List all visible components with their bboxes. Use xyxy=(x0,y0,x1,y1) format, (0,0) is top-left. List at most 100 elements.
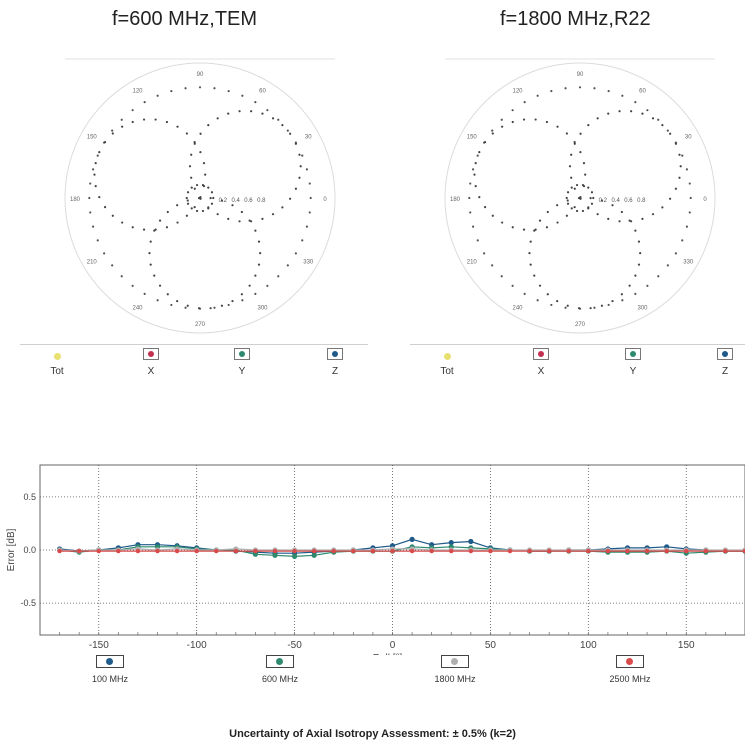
polar-point-z xyxy=(546,293,549,296)
polar-point-tot xyxy=(511,284,514,287)
polar-point-z xyxy=(257,263,261,266)
polar-point-x xyxy=(250,110,253,113)
series-point xyxy=(605,548,611,554)
polar-angle-label: 60 xyxy=(639,89,646,95)
series-point xyxy=(644,548,650,554)
polar-legend-item: Tot xyxy=(422,347,472,377)
x-tick-label: 150 xyxy=(678,640,695,651)
polar-point-z xyxy=(153,274,156,277)
polar-point-tot xyxy=(131,284,134,287)
polar-point-tot xyxy=(213,306,216,309)
polar-point-tot xyxy=(550,303,553,307)
polar-point-tot xyxy=(227,89,230,93)
series-point xyxy=(429,548,434,554)
roll-legend-item: 1800 MHz xyxy=(415,655,495,684)
polar-point-z xyxy=(533,229,536,232)
polar-point-z xyxy=(158,284,162,287)
polar-point-z xyxy=(589,196,592,200)
polar-point-tot xyxy=(305,168,309,171)
polar-point-z xyxy=(186,304,189,307)
series-point xyxy=(409,536,415,542)
polar-point-x xyxy=(190,176,193,179)
polar-point-tot xyxy=(156,299,159,302)
polar-point-tot xyxy=(621,94,624,97)
polar-point-x xyxy=(587,124,590,127)
polar-legend-rule xyxy=(410,344,745,345)
polar-point-y xyxy=(154,118,157,121)
polar-point-center xyxy=(186,191,190,194)
polar-angle-label: 300 xyxy=(257,305,268,311)
legend-label: Z xyxy=(721,366,729,377)
polar-point-z xyxy=(176,299,179,303)
polar-point-y xyxy=(556,125,559,128)
series-point xyxy=(409,548,415,554)
series-point xyxy=(625,548,630,554)
polar-point-center xyxy=(575,183,579,187)
polar-point-center xyxy=(207,207,210,210)
polar-point-center xyxy=(195,183,199,187)
polar-point-y xyxy=(131,226,134,229)
polar-point-tot xyxy=(471,225,475,228)
polar-point-tot xyxy=(634,292,637,295)
polar-legend-item: Z xyxy=(700,347,745,377)
polar-point-x xyxy=(568,165,572,168)
polar-point-tot xyxy=(688,211,691,214)
polar-point-center xyxy=(190,186,193,189)
polar-point-tot xyxy=(523,292,526,295)
polar-point-tot xyxy=(607,89,610,93)
polar-radial-label: 0.2 xyxy=(599,198,608,204)
polar-point-z xyxy=(620,293,623,296)
polar-point-z xyxy=(149,240,152,243)
polar-point-x xyxy=(294,142,298,145)
series-point xyxy=(448,539,454,546)
polar-point-center xyxy=(186,202,190,205)
series-point xyxy=(292,548,297,554)
polar-angle-label: 60 xyxy=(259,89,266,95)
polar-point-tot xyxy=(476,239,479,242)
polar-point-tot xyxy=(254,292,257,295)
series-point xyxy=(272,548,278,554)
series-point xyxy=(96,548,101,554)
series-point xyxy=(742,548,745,554)
polar-point-y xyxy=(111,214,114,217)
polar-point-tot xyxy=(511,109,514,112)
polar-point-y xyxy=(491,214,494,217)
polar-angle-label: 210 xyxy=(87,260,98,266)
polar-point-z xyxy=(600,304,604,307)
polar-point-x xyxy=(651,117,655,120)
polar-point-y xyxy=(185,214,188,217)
y-axis-label: Error [dB] xyxy=(6,528,17,571)
legend-marker xyxy=(53,353,61,360)
polar-legend-item: Y xyxy=(608,347,658,377)
polar-point-tot xyxy=(681,154,684,157)
polar-point-x xyxy=(570,153,573,156)
polar-point-tot xyxy=(286,129,289,132)
polar-chart-left: 0 30 60 90 120 150 180 210 240 270 300 330 0.20.4 0.6… xyxy=(64,58,336,334)
polar-point-z xyxy=(149,263,152,266)
polar-angle-label: 330 xyxy=(683,260,694,266)
polar-title-right: f=1800 MHz,R22 xyxy=(500,8,651,30)
x-tick-label: 50 xyxy=(485,640,497,651)
polar-point-center xyxy=(201,209,205,213)
polar-point-z xyxy=(153,229,156,232)
polar-point-y xyxy=(473,173,476,176)
polar-radial-label: 0.4 xyxy=(231,198,240,204)
polar-angle-label: 0 xyxy=(703,197,707,203)
polar-point-y xyxy=(111,132,114,135)
polar-point-tot xyxy=(213,87,216,90)
polar-point-x xyxy=(630,110,633,113)
roll-legend-item: 2500 MHz xyxy=(590,655,670,684)
polar-point-tot xyxy=(198,86,202,89)
legend-label: 2500 MHz xyxy=(609,674,651,684)
polar-point-x xyxy=(207,124,210,127)
series-point xyxy=(566,548,571,554)
polar-point-z xyxy=(529,263,532,266)
polar-point-z xyxy=(538,284,542,287)
polar-point-center xyxy=(566,202,570,205)
polar-legend-item: Tot xyxy=(32,347,82,377)
series-point xyxy=(370,548,376,554)
polar-point-x xyxy=(674,142,678,145)
polar-angle-label: 300 xyxy=(637,305,648,311)
polar-point-z xyxy=(538,219,542,222)
legend-marker xyxy=(234,348,250,360)
